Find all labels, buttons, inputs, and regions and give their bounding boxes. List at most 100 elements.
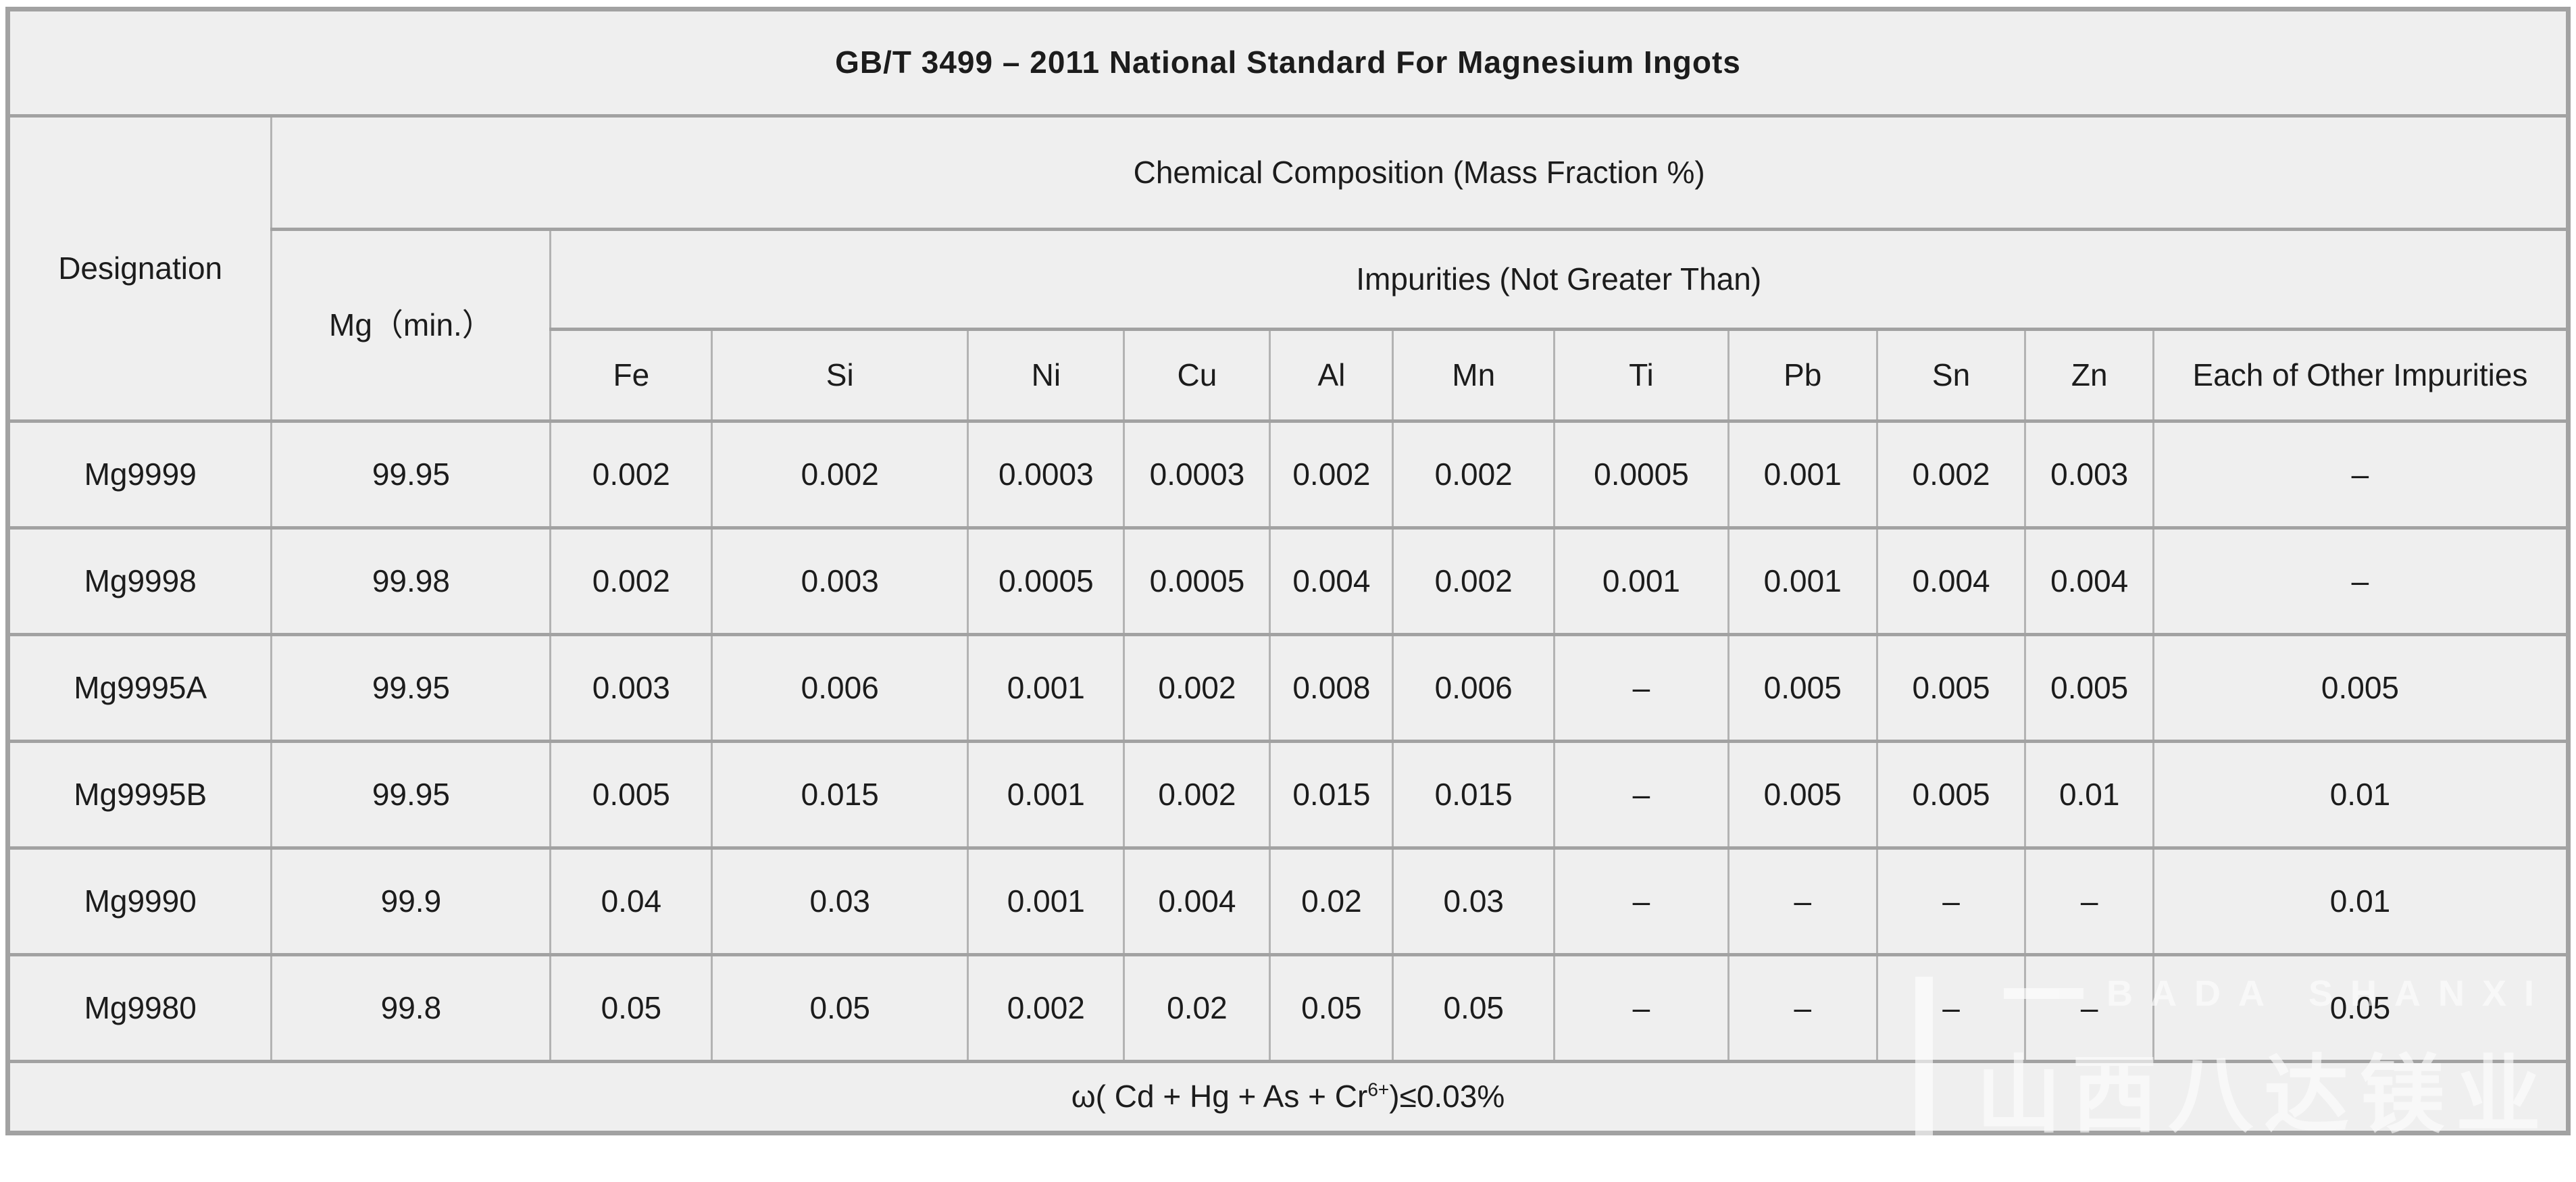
table-cell: –: [1727, 953, 1878, 1063]
column-header-fe: Fe: [549, 328, 713, 423]
table-cell: 0.01: [2024, 740, 2154, 850]
table-cell: 0.004: [1123, 846, 1271, 956]
table-row-mg9999: Mg9999 99.95 0.002 0.002 0.0003 0.0003 0…: [6, 419, 2570, 530]
table-cell: 0.001: [1553, 526, 1729, 636]
table-cell: 0.005: [1727, 740, 1878, 850]
designation-header: Designation: [6, 114, 273, 423]
table-cell: 0.006: [711, 633, 969, 743]
table-cell: 0.001: [967, 740, 1126, 850]
table-cell: 0.04: [549, 846, 713, 956]
header-row-composition: Designation Chemical Composition (Mass F…: [6, 114, 2569, 423]
table-cell: 0.006: [1392, 633, 1556, 743]
designation-cell: Mg9998: [6, 526, 273, 636]
table-cell: –: [1875, 953, 2027, 1063]
title-row: GB/T 3499 – 2011 National Standard For M…: [7, 7, 2569, 118]
table-row-mg9990: Mg9990 99.9 0.04 0.03 0.001 0.004 0.02 0…: [6, 846, 2570, 956]
table-row-mg9998: Mg9998 99.98 0.002 0.003 0.0005 0.0005 0…: [6, 526, 2570, 636]
table-cell: 0.003: [549, 633, 713, 743]
table-cell: 0.004: [1269, 526, 1394, 636]
table-cell: 0.015: [1269, 740, 1394, 850]
mg-min-cell: 99.95: [270, 419, 552, 530]
table-cell: 0.03: [711, 846, 969, 956]
table-cell: 0.001: [967, 633, 1126, 743]
footnote-prefix: ω( Cd + Hg + As + Cr: [1071, 1079, 1368, 1114]
table-cell: 0.005: [1875, 740, 2027, 850]
table-cell: 0.0005: [967, 526, 1126, 636]
table-cell: 0.02: [1123, 953, 1271, 1063]
table-cell: –: [2152, 419, 2570, 530]
column-header-si: Si: [711, 328, 969, 423]
footnote-cell: ω( Cd + Hg + As + Cr6+)≤0.03%: [7, 1060, 2569, 1135]
table-cell: 0.05: [549, 953, 713, 1063]
table-cell: 0.05: [2152, 953, 2570, 1063]
table-cell: 0.002: [1875, 419, 2027, 530]
table-cell: –: [1553, 846, 1729, 956]
table-cell: 0.03: [1392, 846, 1556, 956]
column-header-other-impurities: Each of Other Impurities: [2152, 328, 2570, 423]
table-cell: –: [2024, 846, 2154, 956]
table-row-mg9995a: Mg9995A 99.95 0.003 0.006 0.001 0.002 0.…: [6, 633, 2570, 743]
table-cell: 0.002: [1123, 633, 1271, 743]
header-row-elements: Fe Si Ni Cu Al Mn Ti Pb Sn Zn Each of Ot…: [8, 328, 2570, 423]
column-header-ni: Ni: [967, 328, 1126, 423]
table-cell: 0.004: [2024, 526, 2154, 636]
column-header-al: Al: [1269, 328, 1394, 423]
table-cell: 0.05: [711, 953, 969, 1063]
table-cell: –: [1727, 846, 1878, 956]
designation-cell: Mg9995A: [6, 633, 273, 743]
table-cell: 0.0003: [1123, 419, 1271, 530]
table-cell: –: [1553, 953, 1729, 1063]
table-cell: 0.05: [1392, 953, 1556, 1063]
table-cell: 0.005: [1727, 633, 1878, 743]
footnote-row: ω( Cd + Hg + As + Cr6+)≤0.03%: [7, 1060, 2569, 1135]
header-row-impurities: Mg（min.） Impurities (Not Greater Than): [8, 228, 2569, 423]
table-cell: 0.015: [711, 740, 969, 850]
table-cell: 0.0003: [967, 419, 1126, 530]
table-cell: 0.01: [2152, 846, 2570, 956]
table-cell: 0.01: [2152, 740, 2570, 850]
table-cell: 0.003: [711, 526, 969, 636]
table-title: GB/T 3499 – 2011 National Standard For M…: [7, 7, 2569, 118]
table-cell: –: [1553, 633, 1729, 743]
table-cell: –: [1875, 846, 2027, 956]
table-cell: 0.0005: [1553, 419, 1729, 530]
designation-cell: Mg9980: [6, 953, 273, 1063]
composition-header: Chemical Composition (Mass Fraction %): [270, 114, 2569, 231]
column-header-mn: Mn: [1392, 328, 1556, 423]
footnote-suffix: )≤0.03%: [1389, 1079, 1505, 1114]
table-cell: –: [1553, 740, 1729, 850]
column-header-ti: Ti: [1553, 328, 1729, 423]
table-row-mg9980: Mg9980 99.8 0.05 0.05 0.002 0.02 0.05 0.…: [6, 953, 2570, 1063]
table-cell: 0.002: [549, 526, 713, 636]
table-cell: 0.005: [1875, 633, 2027, 743]
table-cell: 0.005: [549, 740, 713, 850]
column-header-sn: Sn: [1875, 328, 2027, 423]
mg-min-cell: 99.95: [270, 740, 552, 850]
designation-cell: Mg9995B: [6, 740, 273, 850]
mg-min-cell: 99.8: [270, 953, 552, 1063]
table-cell: 0.015: [1392, 740, 1556, 850]
table-cell: 0.004: [1875, 526, 2027, 636]
table-cell: 0.005: [2024, 633, 2154, 743]
designation-cell: Mg9990: [6, 846, 273, 956]
table-cell: 0.002: [549, 419, 713, 530]
impurities-header: Impurities (Not Greater Than): [549, 228, 2569, 331]
table-cell: 0.0005: [1123, 526, 1271, 636]
table-cell: 0.002: [1392, 526, 1556, 636]
table-row-mg9995b: Mg9995B 99.95 0.005 0.015 0.001 0.002 0.…: [6, 740, 2570, 850]
column-header-cu: Cu: [1123, 328, 1271, 423]
designation-cell: Mg9999: [6, 419, 273, 530]
mg-min-cell: 99.95: [270, 633, 552, 743]
table-cell: 0.002: [711, 419, 969, 530]
table-cell: 0.001: [1727, 419, 1878, 530]
footnote-superscript: 6+: [1367, 1079, 1390, 1100]
table-cell: 0.002: [1123, 740, 1271, 850]
table-cell: –: [2152, 526, 2570, 636]
table-cell: 0.002: [1392, 419, 1556, 530]
column-header-pb: Pb: [1727, 328, 1878, 423]
table-cell: 0.003: [2024, 419, 2154, 530]
mg-min-cell: 99.9: [270, 846, 552, 956]
table-cell: 0.002: [1269, 419, 1394, 530]
mg-min-cell: 99.98: [270, 526, 552, 636]
table-cell: 0.001: [1727, 526, 1878, 636]
